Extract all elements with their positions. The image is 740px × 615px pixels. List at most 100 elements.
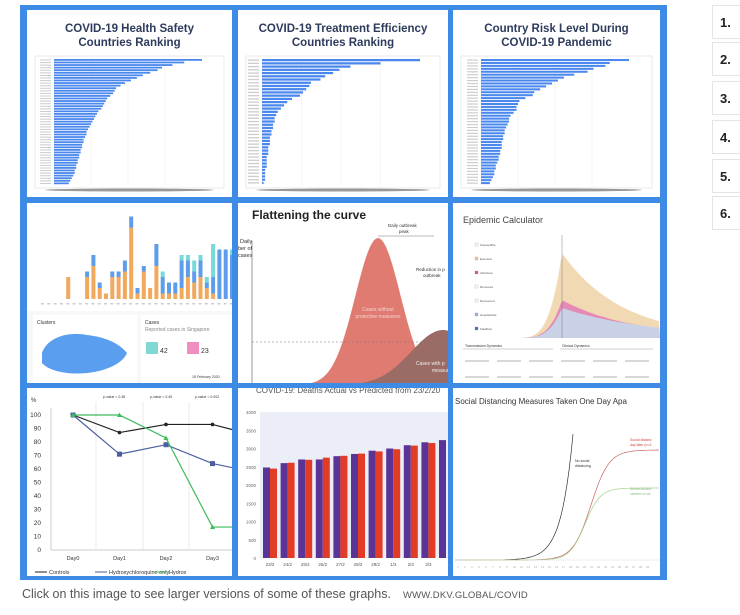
chart-title: COVID-19 Treatment Efficiency Countries R…: [238, 22, 448, 50]
data-point: [117, 430, 122, 435]
bar: [262, 162, 267, 165]
list-number-6[interactable]: 6.: [712, 196, 740, 230]
country-label: [467, 109, 478, 111]
country-label: [40, 64, 51, 66]
bar: [262, 126, 274, 130]
country-label: [40, 108, 51, 110]
curve: [455, 434, 574, 561]
y-tick-label: 100: [30, 412, 41, 419]
country-label: [248, 169, 259, 171]
bar: [54, 172, 75, 174]
x-tick-label: [135, 303, 139, 305]
bar: [481, 158, 499, 161]
list-number-3[interactable]: 3.: [712, 81, 740, 115]
area-label: Cases with p: [416, 361, 445, 367]
country-label: [467, 82, 478, 85]
country-label: [467, 103, 478, 105]
bar: [481, 123, 508, 126]
country-label: [467, 91, 478, 93]
bar: [262, 120, 275, 123]
annotation: started on da: [630, 492, 650, 496]
x-tick-label: [141, 303, 145, 305]
x-tick-label: 18: [569, 565, 573, 569]
annotation: Social distanc: [630, 487, 652, 491]
annotation: peak: [399, 229, 410, 234]
blue-bar: [135, 288, 140, 294]
actual-bar: [298, 459, 306, 558]
bar: [54, 102, 105, 105]
country-label: [40, 123, 51, 125]
x-tick-label: [97, 303, 101, 305]
country-label: [467, 123, 478, 126]
series-line: [72, 414, 232, 434]
bar: [262, 178, 266, 181]
country-label: [467, 167, 478, 170]
country-label: [40, 118, 51, 120]
orange-bar: [167, 293, 171, 299]
blue-bar: [185, 260, 190, 277]
list-number-4[interactable]: 4.: [712, 120, 740, 154]
country-label: [40, 87, 51, 89]
list-number-1[interactable]: 1.: [712, 5, 740, 39]
x-tick-label: [192, 303, 196, 305]
list-number-2[interactable]: 2.: [712, 42, 740, 76]
bar: [54, 154, 80, 156]
series-line: [73, 414, 232, 528]
x-tick-label: 28: [639, 565, 643, 569]
x-tick-label: 10: [513, 565, 517, 569]
bar: [54, 167, 77, 169]
country-label: [40, 177, 51, 179]
bar: [262, 117, 275, 120]
section-label: Clinical Dynamics: [562, 344, 590, 348]
predicted-bar: [410, 445, 418, 558]
country-label: [40, 152, 51, 154]
x-tick-label: 25/2: [301, 562, 310, 567]
shadow: [471, 188, 642, 192]
blue-bar: [198, 260, 203, 277]
x-tick-label: [173, 303, 177, 305]
country-label: [40, 134, 51, 136]
site-link[interactable]: WWW.DKV.GLOBAL/COVID: [402, 590, 528, 601]
x-tick-label: 24/2: [283, 562, 292, 567]
country-label: [40, 98, 51, 100]
x-tick-label: [110, 303, 114, 305]
covid-graphs-collage-image[interactable]: COVID-19 Health Safety Countries Ranking …: [20, 5, 667, 580]
annotation: No social: [575, 459, 590, 463]
country-label: [248, 95, 259, 97]
country-label: [40, 146, 51, 148]
bar: [54, 64, 173, 66]
y-tick-label: 20: [34, 520, 42, 527]
x-tick-label: 13: [534, 565, 538, 569]
country-label: [248, 104, 259, 107]
bar: [481, 76, 564, 79]
orange-bar: [97, 288, 102, 299]
bar: [262, 165, 267, 168]
bar: [262, 136, 270, 139]
legend-swatch: [474, 284, 479, 289]
bar: [481, 135, 504, 138]
bar: [262, 88, 307, 91]
x-tick-label: 7: [492, 565, 494, 569]
actual-bar: [421, 442, 429, 558]
list-number-5[interactable]: 5.: [712, 159, 740, 193]
country-label: [248, 69, 259, 71]
country-label: [248, 120, 259, 123]
bar: [481, 108, 517, 111]
flattening-curve-chart: Flattening the curve Daily ber of cases …: [238, 203, 448, 383]
y-tick-label: 70: [34, 453, 42, 460]
bar: [481, 173, 495, 176]
bar: [54, 113, 97, 115]
y-tick-label: 4000: [246, 410, 257, 415]
country-label: [40, 90, 51, 92]
orange-bar: [129, 227, 134, 299]
country-label: [248, 88, 259, 90]
bar: [54, 174, 74, 177]
x-tick-label: [85, 303, 89, 305]
country-label: [467, 85, 478, 88]
bar: [54, 87, 117, 90]
bar: [262, 91, 304, 94]
y-axis-label: cases: [238, 253, 253, 259]
x-tick-label: 3: [464, 565, 466, 569]
cases-label: Cases: [145, 320, 160, 326]
epidemic-calculator: Epidemic Calculator Susceptible Exposed In…: [453, 203, 660, 383]
